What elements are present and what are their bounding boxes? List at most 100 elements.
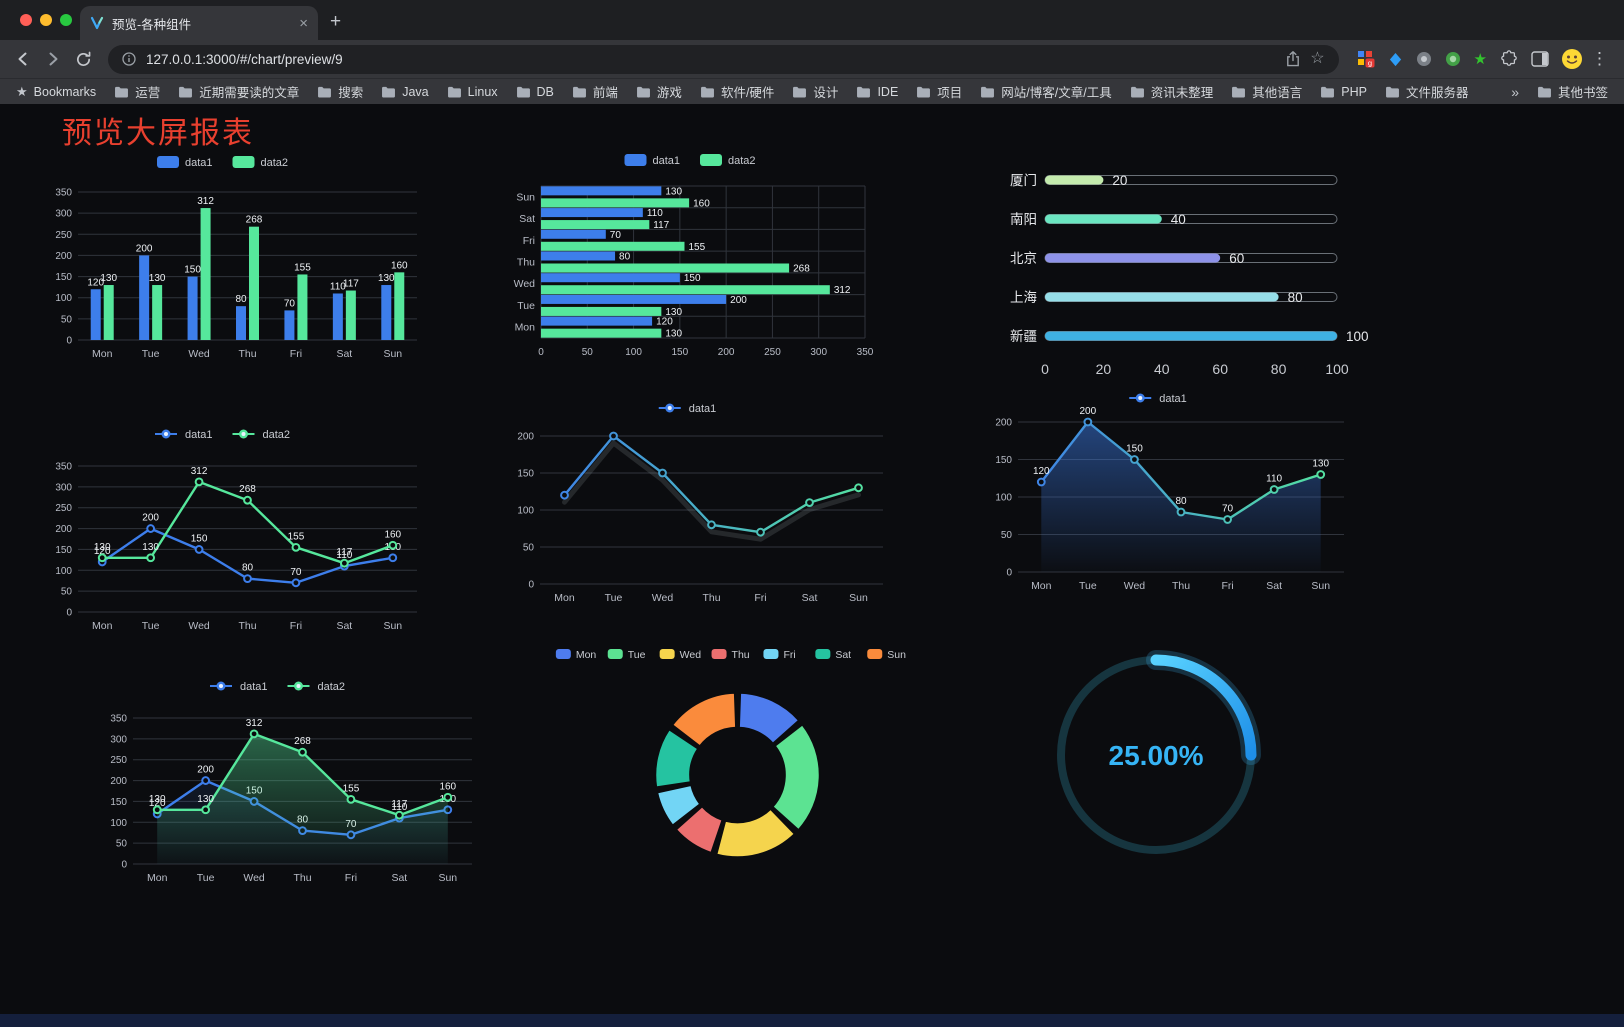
bookmarks-overflow-chevron[interactable]: » <box>1511 83 1519 100</box>
chart-line-two-series[interactable]: data1 data2 0 50 100 150 200 250 300 350 Mon Tue Wed… <box>40 422 425 640</box>
svg-text:Sun: Sun <box>1311 580 1330 592</box>
back-button[interactable] <box>8 44 38 74</box>
svg-text:130: 130 <box>94 542 111 553</box>
profile-avatar[interactable] <box>1561 48 1583 70</box>
bookmark-item-9[interactable]: 软件/硬件 <box>700 82 774 101</box>
bookmark-item-15[interactable]: 其他语言 <box>1231 82 1302 101</box>
svg-text:80: 80 <box>242 563 254 574</box>
chart-percent-gauge[interactable]: 25.00% <box>1038 644 1276 866</box>
bookmark-item-5[interactable]: Linux <box>447 82 498 101</box>
share-icon[interactable] <box>1286 51 1300 67</box>
legend-item-Wed[interactable]: Wed <box>659 649 702 661</box>
chart-weekday-donut[interactable]: Mon Tue Wed Thu Fri Sat Sun <box>545 639 930 877</box>
svg-text:0: 0 <box>1006 568 1012 579</box>
site-info-icon[interactable] <box>122 52 136 66</box>
bookmark-item-3[interactable]: 搜索 <box>317 82 363 101</box>
extension-kite-icon[interactable] <box>1388 52 1403 67</box>
new-tab-button[interactable]: + <box>330 11 342 32</box>
chart-area-single[interactable]: data1 0 50 100 150 200 Mon Tue Wed Thu Fri Sat Sun 12… <box>982 386 1354 600</box>
area-two-series-canvas[interactable]: data1 data2 0 50 100 150 200 250 300 350 Mon Tue Wed… <box>95 674 480 892</box>
weekday-donut-canvas[interactable]: Mon Tue Wed Thu Fri Sat Sun <box>545 639 930 877</box>
chart-grouped-bar[interactable]: data1 data2 0 50 100 150 200 250 300 350 Mon Tue Wed… <box>40 148 425 366</box>
tab-close-icon[interactable]: × <box>299 14 308 32</box>
tab-strip: 预览-各种组件 × + <box>0 0 1624 40</box>
bookmark-item-12[interactable]: 项目 <box>916 82 962 101</box>
svg-text:130: 130 <box>665 329 682 340</box>
city-progress-canvas[interactable]: 厦门 20 南阳 40 北京 60 上海 80 新疆 100 0 20 40 60 80 100 <box>990 156 1376 388</box>
extension-grid-icon[interactable]: g <box>1357 50 1375 68</box>
gradient-line-canvas[interactable]: data1 0 50 100 150 200 Mon Tue Wed Thu Fri Sat Sun <box>500 396 895 614</box>
legend-item-data2[interactable]: data2 <box>232 156 289 169</box>
bookmark-item-4[interactable]: Java <box>381 82 429 101</box>
extension-gray-circle-icon[interactable] <box>1416 51 1432 67</box>
svg-text:250: 250 <box>764 347 781 358</box>
line-two-series-canvas[interactable]: data1 data2 0 50 100 150 200 250 300 350 Mon Tue Wed… <box>40 422 425 640</box>
svg-text:0: 0 <box>1041 361 1049 377</box>
window-zoom-button[interactable] <box>60 14 72 26</box>
sidebar-panel-icon[interactable] <box>1531 51 1549 67</box>
svg-text:Thu: Thu <box>293 872 311 884</box>
svg-text:Sat: Sat <box>336 620 352 632</box>
other-bookmarks[interactable]: 其他书签 <box>1537 82 1608 101</box>
svg-text:150: 150 <box>191 533 208 544</box>
extension-green-star-icon[interactable]: ★ <box>1473 50 1487 68</box>
bookmark-item-11[interactable]: IDE <box>856 82 898 101</box>
forward-button[interactable] <box>38 44 68 74</box>
legend-item-Mon[interactable]: Mon <box>555 649 597 661</box>
bookmark-item-7[interactable]: 前端 <box>572 82 618 101</box>
grouped-bar-canvas[interactable]: data1 data2 0 50 100 150 200 250 300 350 Mon Tue Wed… <box>40 148 425 366</box>
svg-text:312: 312 <box>191 466 208 477</box>
window-minimize-button[interactable] <box>40 14 52 26</box>
legend-item-Thu[interactable]: Thu <box>711 649 750 661</box>
bookmark-item-17[interactable]: 文件服务器 <box>1385 82 1468 101</box>
legend-item-Sat[interactable]: Sat <box>815 649 851 661</box>
legend-item-data2[interactable]: data2 <box>287 681 346 693</box>
legend-item-data1[interactable]: data1 <box>155 429 213 441</box>
bookmark-item-16[interactable]: PHP <box>1320 82 1367 101</box>
svg-text:150: 150 <box>55 272 72 283</box>
legend-item-data2[interactable]: data2 <box>232 429 291 441</box>
chart-horizontal-bar[interactable]: data1 data2 0 50 100 150 200 250 300 350 Sun 130 160… <box>505 150 895 368</box>
reload-button[interactable] <box>68 44 98 74</box>
browser-tab[interactable]: 预览-各种组件 × <box>80 6 318 40</box>
chart-area-two-series[interactable]: data1 data2 0 50 100 150 200 250 300 350 Mon Tue Wed… <box>95 674 480 892</box>
percent-gauge-canvas[interactable]: 25.00% <box>1038 644 1276 866</box>
bookmarks-root-item[interactable]: ★ Bookmarks <box>16 85 96 99</box>
legend-item-Tue[interactable]: Tue <box>607 649 646 661</box>
legend-item-Fri[interactable]: Fri <box>763 649 796 661</box>
svg-text:110: 110 <box>647 208 663 219</box>
address-bar[interactable]: 127.0.0.1:3000/#/chart/preview/9 ☆ <box>108 44 1339 74</box>
folder-icon <box>916 86 931 98</box>
bookmark-item-2[interactable]: 近期需要读的文章 <box>178 82 299 101</box>
svg-text:Mon: Mon <box>1031 580 1052 592</box>
svg-text:150: 150 <box>184 265 201 276</box>
svg-text:Fri: Fri <box>1221 580 1233 592</box>
browser-menu-icon[interactable]: ⋮ <box>1591 49 1608 68</box>
legend-item-data1[interactable]: data1 <box>624 154 681 167</box>
window-close-button[interactable] <box>20 14 32 26</box>
chart-gradient-line[interactable]: data1 0 50 100 150 200 Mon Tue Wed Thu Fri Sat Sun <box>500 396 895 614</box>
bookmark-item-6[interactable]: DB <box>516 82 554 101</box>
horizontal-bar-canvas[interactable]: data1 data2 0 50 100 150 200 250 300 350 Sun 130 160… <box>505 150 895 368</box>
bookmark-item-14[interactable]: 资讯未整理 <box>1130 82 1213 101</box>
extensions-puzzle-icon[interactable] <box>1500 50 1518 68</box>
bookmark-item-13[interactable]: 网站/博客/文章/工具 <box>980 82 1112 101</box>
svg-text:80: 80 <box>1271 361 1287 377</box>
extension-green-circle-icon[interactable] <box>1445 51 1461 67</box>
svg-text:300: 300 <box>55 209 72 220</box>
legend-item-data1[interactable]: data1 <box>210 681 268 693</box>
legend-item-data2[interactable]: data2 <box>700 154 756 167</box>
bookmark-item-8[interactable]: 游戏 <box>636 82 682 101</box>
legend-item-Sun[interactable]: Sun <box>867 649 906 661</box>
svg-text:Sun: Sun <box>438 872 457 884</box>
chart-city-progress[interactable]: 厦门 20 南阳 40 北京 60 上海 80 新疆 100 0 20 40 60 80 100 <box>990 156 1376 388</box>
svg-text:Mon: Mon <box>92 348 113 360</box>
legend-item-data1[interactable]: data1 <box>157 156 213 169</box>
bookmark-item-10[interactable]: 设计 <box>792 82 838 101</box>
legend-item-data1[interactable]: data1 <box>658 403 717 415</box>
area-single-canvas[interactable]: data1 0 50 100 150 200 Mon Tue Wed Thu Fri Sat Sun 12… <box>982 386 1354 600</box>
svg-text:Fri: Fri <box>523 235 535 247</box>
bookmark-star-icon[interactable]: ☆ <box>1310 50 1325 67</box>
bookmark-item-1[interactable]: 运营 <box>114 82 160 101</box>
legend-item-data1[interactable]: data1 <box>1129 393 1187 405</box>
